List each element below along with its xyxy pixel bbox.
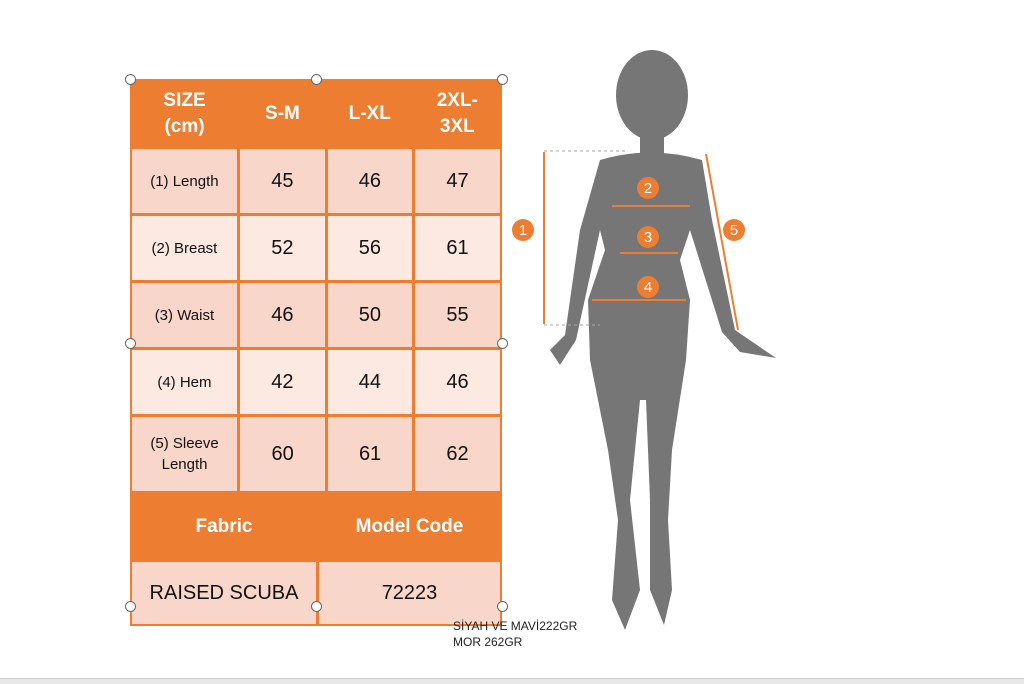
marker-3: 3 — [644, 229, 652, 246]
note-line-1: SİYAH VE MAVİ222GR — [453, 619, 578, 633]
model-code-label: Model Code — [316, 494, 500, 559]
resize-handle[interactable] — [125, 338, 136, 349]
header-size: SIZE (cm) — [163, 89, 206, 137]
cell-value: 50 — [324, 283, 412, 347]
resize-handle[interactable] — [311, 601, 322, 612]
cell-value: 46 — [236, 283, 325, 347]
table-row: (3) Waist 46 50 55 — [132, 280, 500, 347]
table-row: (4) Hem 42 44 46 — [132, 347, 500, 414]
cell-value: 62 — [412, 417, 500, 491]
sleeve-line — [705, 153, 739, 331]
cell-value: 61 — [411, 216, 500, 280]
fabric-value-row: RAISED SCUBA 72223 — [132, 559, 500, 624]
cell-value: 61 — [325, 417, 412, 491]
table-header: SIZE (cm) S-M L-XL 2XL-3XL — [132, 81, 500, 146]
weight-note: SİYAH VE MAVİ222GR MOR 262GR — [453, 618, 577, 650]
resize-handle[interactable] — [125, 601, 136, 612]
marker-5: 5 — [730, 222, 738, 239]
marker-circles — [512, 177, 745, 298]
bottom-border — [0, 678, 1024, 684]
cell-value: 42 — [236, 350, 325, 414]
header-l-xl: L-XL — [324, 81, 412, 146]
marker-2: 2 — [644, 180, 652, 197]
resize-handle[interactable] — [497, 338, 508, 349]
table-row: (1) Length 45 46 47 — [132, 146, 500, 213]
row-label: (1) Length — [150, 172, 219, 190]
header-s-m: S-M — [237, 81, 325, 146]
resize-handle[interactable] — [497, 74, 508, 85]
row-label: (3) Waist — [154, 306, 215, 324]
marker-4: 4 — [644, 279, 652, 296]
cell-value: 46 — [324, 149, 412, 213]
cell-value: 44 — [324, 350, 412, 414]
row-label: (5) Sleeve Length — [150, 435, 219, 473]
marker-1: 1 — [519, 222, 527, 239]
fabric-value: RAISED SCUBA — [149, 581, 299, 604]
note-line-2: MOR 262GR — [453, 635, 523, 649]
cell-value: 46 — [411, 350, 500, 414]
cell-value: 55 — [411, 283, 500, 347]
fabric-label: Fabric — [195, 515, 253, 537]
table-row: (2) Breast 52 56 61 — [132, 213, 500, 280]
table-row: (5) Sleeve Length 60 61 62 — [132, 414, 500, 491]
cell-value: 56 — [324, 216, 412, 280]
row-label: (2) Breast — [151, 239, 218, 257]
cell-value: 45 — [236, 149, 325, 213]
resize-handle[interactable] — [497, 601, 508, 612]
size-chart-table: SIZE (cm) S-M L-XL 2XL-3XL (1) Length 45… — [130, 79, 502, 626]
fabric-header-row: Fabric Model Code — [132, 491, 500, 559]
model-code-value: 72223 — [316, 562, 500, 624]
cell-value: 52 — [236, 216, 325, 280]
header-2xl-3xl: 2XL-3XL — [411, 81, 500, 146]
resize-handle[interactable] — [311, 74, 322, 85]
resize-handle[interactable] — [125, 74, 136, 85]
cell-value: 60 — [237, 417, 325, 491]
cell-value: 47 — [411, 149, 500, 213]
row-label: (4) Hem — [157, 373, 212, 391]
silhouette-icon — [550, 50, 776, 630]
